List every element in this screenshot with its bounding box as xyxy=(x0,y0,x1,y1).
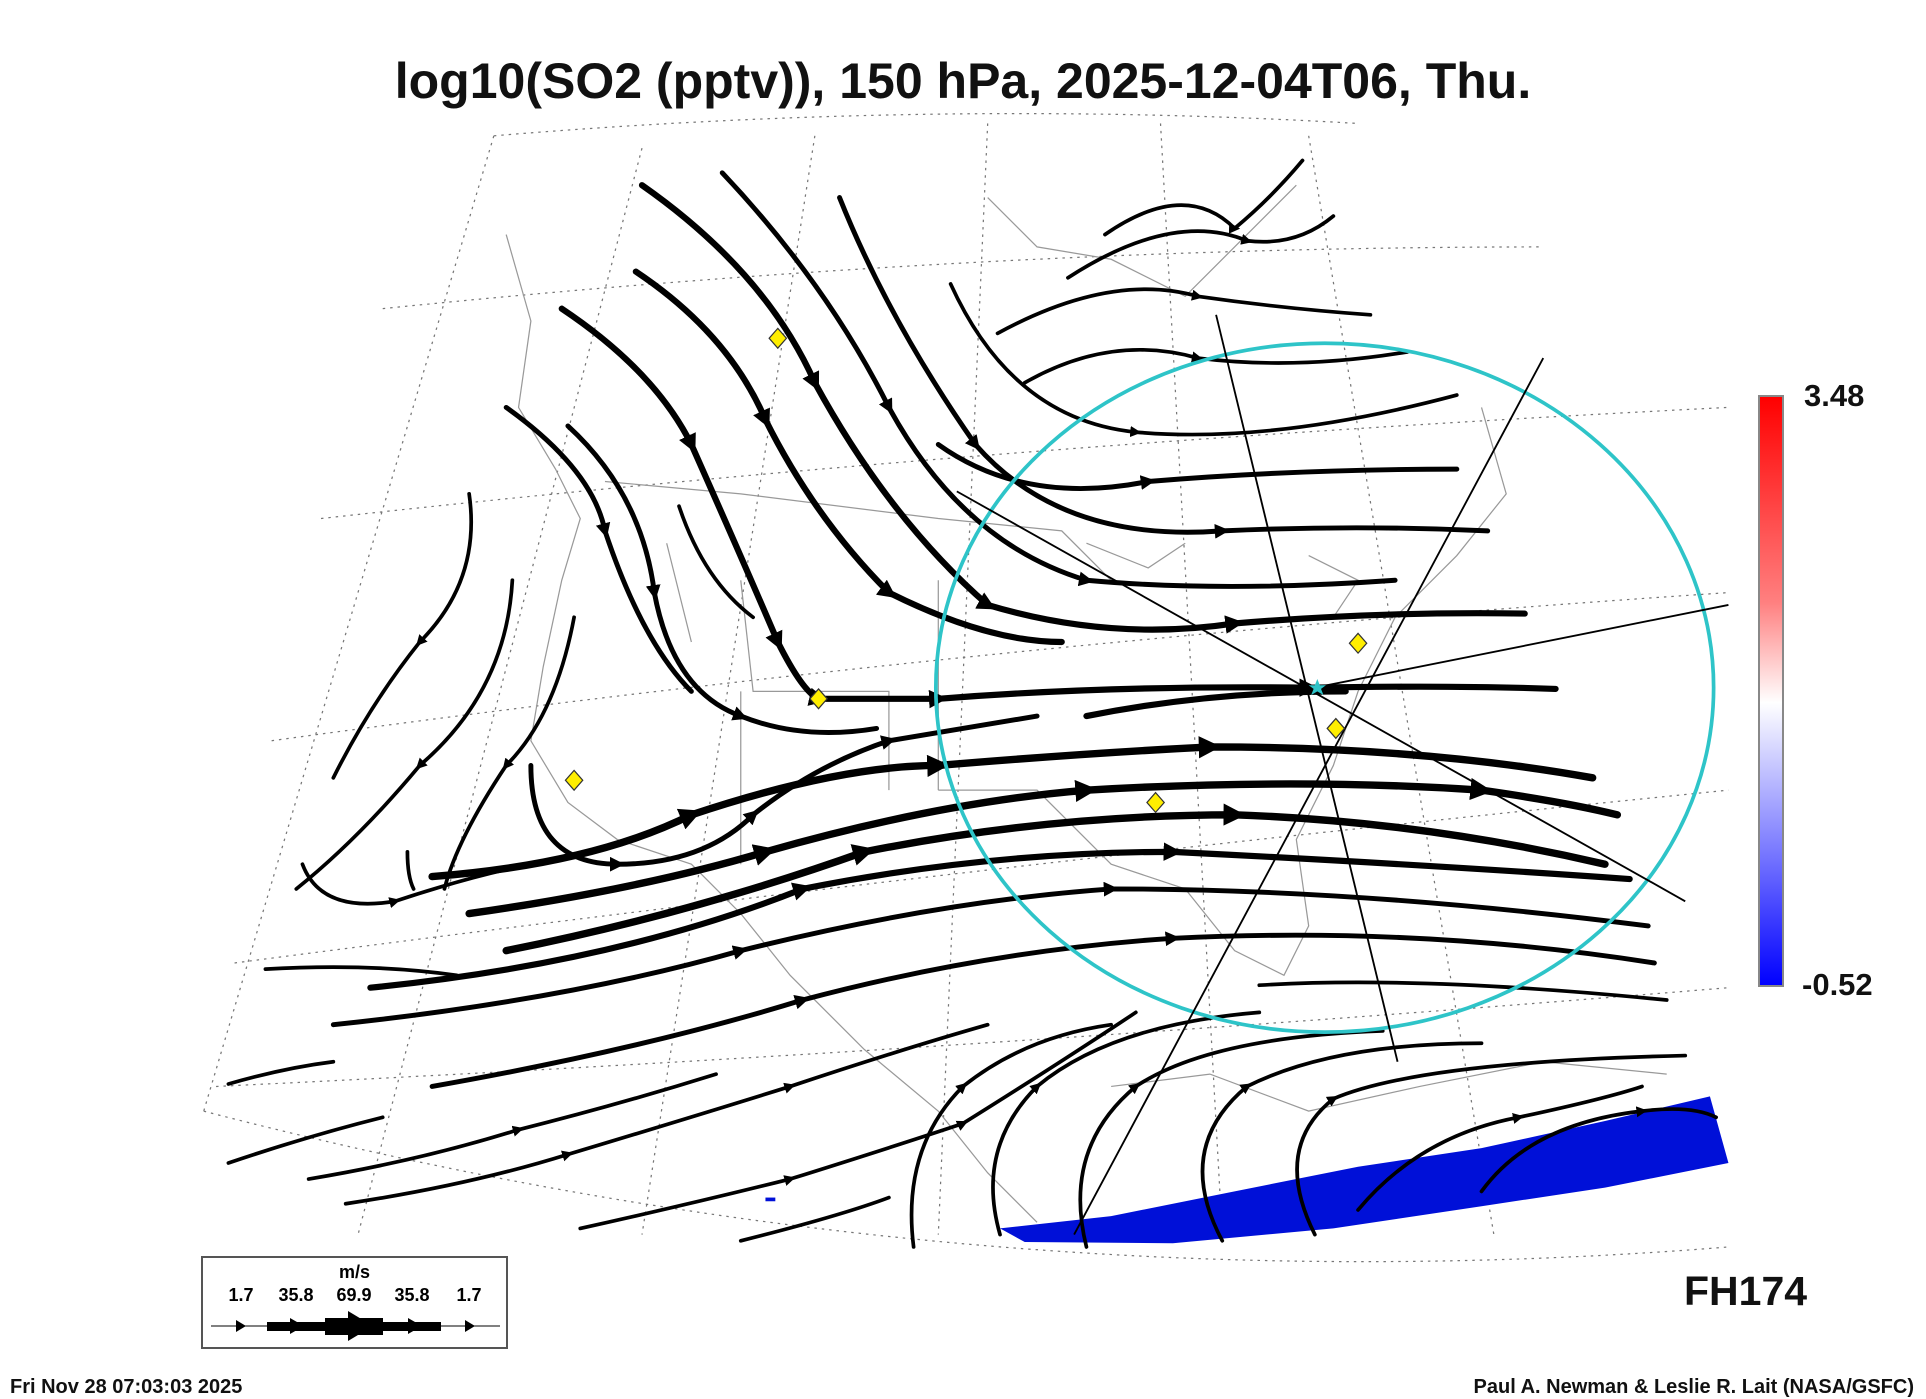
wind-speed-legend: m/s 1.7 35.8 69.9 35.8 1.7 xyxy=(201,1256,508,1349)
legend-value: 35.8 xyxy=(394,1285,430,1305)
footer-timestamp: Fri Nov 28 07:03:03 2025 xyxy=(10,1376,243,1398)
legend-value: 35.8 xyxy=(278,1285,314,1305)
legend-value: 1.7 xyxy=(456,1285,482,1305)
legend-value: 69.9 xyxy=(336,1285,372,1305)
footer-credit: Paul A. Newman & Leslie R. Lait (NASA/GS… xyxy=(1473,1376,1914,1398)
so2-plume xyxy=(1000,1096,1729,1244)
legend-arrow xyxy=(211,1311,500,1341)
forecast-hour-label: FH174 xyxy=(1684,1268,1808,1314)
center-star-icon xyxy=(1308,679,1326,696)
plot-title: log10(SO2 (pptv)), 150 hPa, 2025-12-04T0… xyxy=(394,53,1532,109)
legend-unit: m/s xyxy=(338,1262,371,1282)
legend-value: 1.7 xyxy=(228,1285,254,1305)
cross-section-lines xyxy=(956,314,1729,1236)
colorbar-min-label: -0.52 xyxy=(1802,967,1873,1002)
site-markers xyxy=(564,327,1368,814)
colorbar xyxy=(1758,395,1784,987)
range-circle xyxy=(933,341,1716,1034)
streamlines xyxy=(226,158,1718,1249)
colorbar-max-label: 3.48 xyxy=(1804,378,1865,413)
